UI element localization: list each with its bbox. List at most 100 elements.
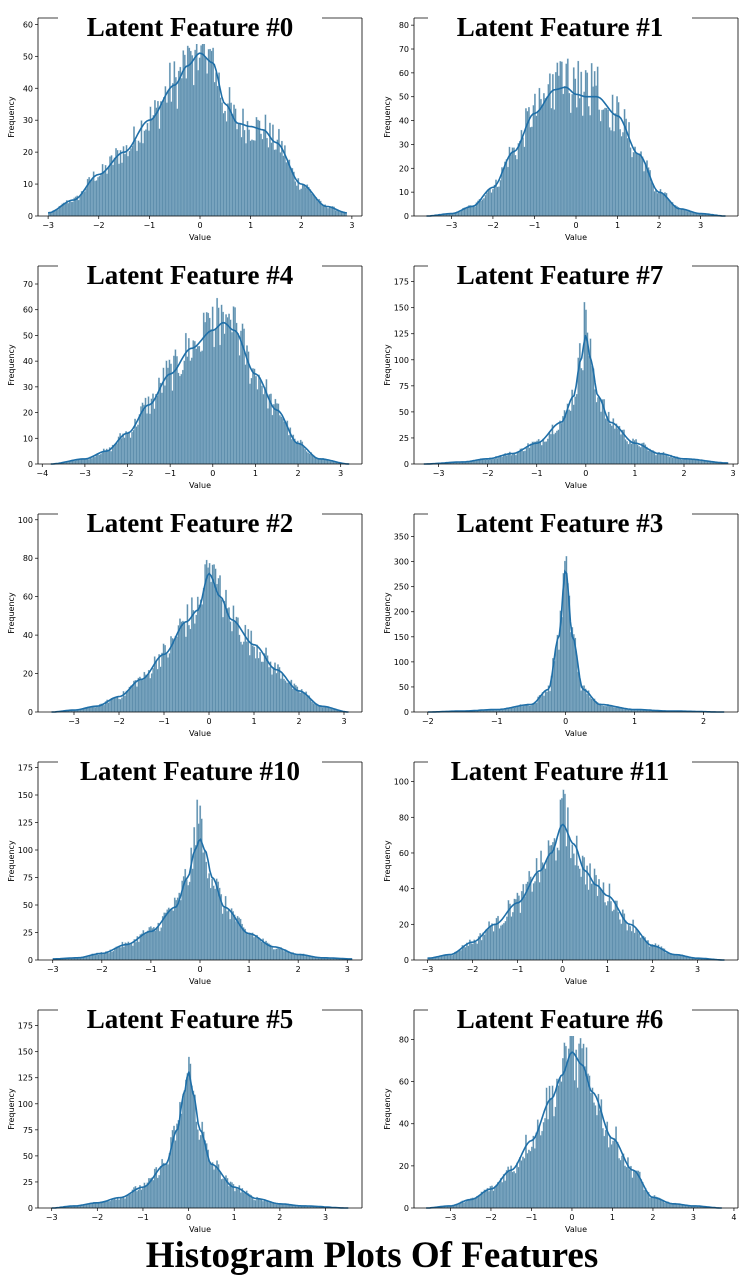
histogram-bar — [550, 1099, 552, 1209]
histogram-bar — [298, 442, 301, 465]
histogram-bar — [530, 1146, 533, 1209]
histogram-bar — [504, 161, 506, 217]
histogram-bar — [635, 152, 638, 217]
histogram-bar — [553, 661, 556, 713]
histogram-bar — [667, 198, 669, 217]
histogram-bar — [569, 857, 572, 961]
histogram-bar — [211, 1162, 214, 1209]
histogram-bar — [179, 618, 181, 713]
histogram-bar — [275, 403, 278, 465]
histogram-bar — [569, 632, 572, 713]
x-tick-label: 3 — [731, 469, 736, 478]
x-tick-label: −1 — [143, 221, 155, 230]
histogram-bar — [228, 607, 230, 713]
histogram-bar — [519, 1157, 521, 1209]
histogram-bar — [528, 447, 531, 465]
histogram-bar — [596, 1115, 598, 1209]
y-axis-label: Frequency — [7, 1088, 16, 1130]
y-tick-label: 60 — [23, 593, 33, 602]
histogram-bar — [303, 184, 306, 217]
histogram-bar — [229, 918, 232, 961]
histogram-bar — [137, 677, 140, 713]
histogram-bar — [577, 865, 580, 961]
histogram-bar — [131, 685, 134, 713]
histogram-bar — [179, 66, 182, 217]
histogram-bar — [195, 614, 198, 713]
histogram-bar — [210, 581, 213, 713]
histogram-bar — [295, 185, 298, 217]
histogram-bar — [498, 456, 501, 465]
histogram-bar — [192, 1090, 195, 1209]
histogram-bar — [243, 129, 246, 217]
histogram-bar — [293, 954, 296, 961]
histogram-bar — [531, 891, 534, 961]
histogram-bar — [174, 77, 177, 217]
y-tick-label: 20 — [399, 920, 409, 929]
histogram-bar — [308, 453, 311, 465]
histogram-bar — [540, 850, 542, 961]
histogram-bar — [162, 97, 165, 217]
histogram-bar — [485, 929, 488, 961]
histogram-bar — [510, 707, 513, 713]
histogram-bar — [664, 1202, 666, 1209]
histogram-bar — [635, 1170, 638, 1209]
histogram-bar — [634, 146, 636, 217]
histogram-bar — [168, 62, 171, 217]
histogram-bar — [227, 103, 229, 217]
histogram-bar — [492, 1190, 495, 1209]
x-tick-label: −3 — [433, 469, 445, 478]
x-axis-label: Value — [565, 729, 587, 738]
histogram-bar — [505, 159, 508, 217]
histogram-bar — [538, 1125, 541, 1209]
histogram-bar — [189, 360, 192, 465]
y-tick-label: 0 — [28, 212, 33, 221]
x-tick-label: 1 — [248, 221, 253, 230]
histogram-bar — [584, 884, 587, 961]
histogram-bar — [176, 636, 178, 713]
histogram-bar — [152, 115, 155, 217]
histogram-bar — [618, 919, 621, 961]
histogram-bar — [518, 451, 520, 465]
histogram-bar — [279, 152, 282, 217]
histogram-bar — [195, 42, 198, 217]
y-tick-label: 150 — [394, 304, 409, 313]
histogram-bar — [604, 1129, 607, 1209]
x-axis-label: Value — [189, 729, 211, 738]
histogram-bar — [259, 939, 261, 961]
histogram-bar — [155, 107, 158, 217]
histogram-bar — [268, 1201, 270, 1209]
histogram-bar — [641, 936, 643, 961]
histogram-bar — [195, 1121, 198, 1209]
histogram-bar — [107, 702, 110, 713]
histogram-bar — [167, 907, 170, 961]
histogram-bar — [624, 920, 627, 961]
histogram-bar — [230, 102, 232, 217]
histogram-bars — [427, 556, 725, 713]
histogram-bar — [251, 1197, 254, 1209]
histogram-bar — [190, 357, 193, 465]
histogram-bar — [257, 119, 259, 217]
histogram-bar — [691, 212, 693, 217]
histogram-bar — [251, 645, 254, 713]
histogram-bar — [556, 62, 559, 217]
histogram-bar — [271, 414, 274, 465]
histogram-bar — [610, 1144, 613, 1209]
histogram-bar — [653, 945, 655, 961]
histogram-bar — [325, 207, 328, 217]
histogram-bar — [174, 349, 177, 465]
histogram-bar — [230, 908, 233, 961]
histogram-bar — [595, 401, 598, 465]
histogram-bar — [536, 440, 539, 465]
histogram-bar — [183, 54, 186, 217]
histogram-bar — [198, 345, 201, 465]
histogram-bar — [577, 671, 580, 713]
histogram-bar — [107, 1200, 110, 1209]
histogram-bar — [446, 955, 449, 961]
histogram-bar — [168, 653, 171, 713]
histogram-bar — [221, 102, 223, 217]
histogram-bar — [124, 695, 126, 713]
histogram-bar — [113, 445, 116, 465]
y-tick-label: 100 — [394, 356, 409, 365]
histogram-bar — [304, 955, 306, 961]
histogram-bar — [173, 638, 175, 713]
